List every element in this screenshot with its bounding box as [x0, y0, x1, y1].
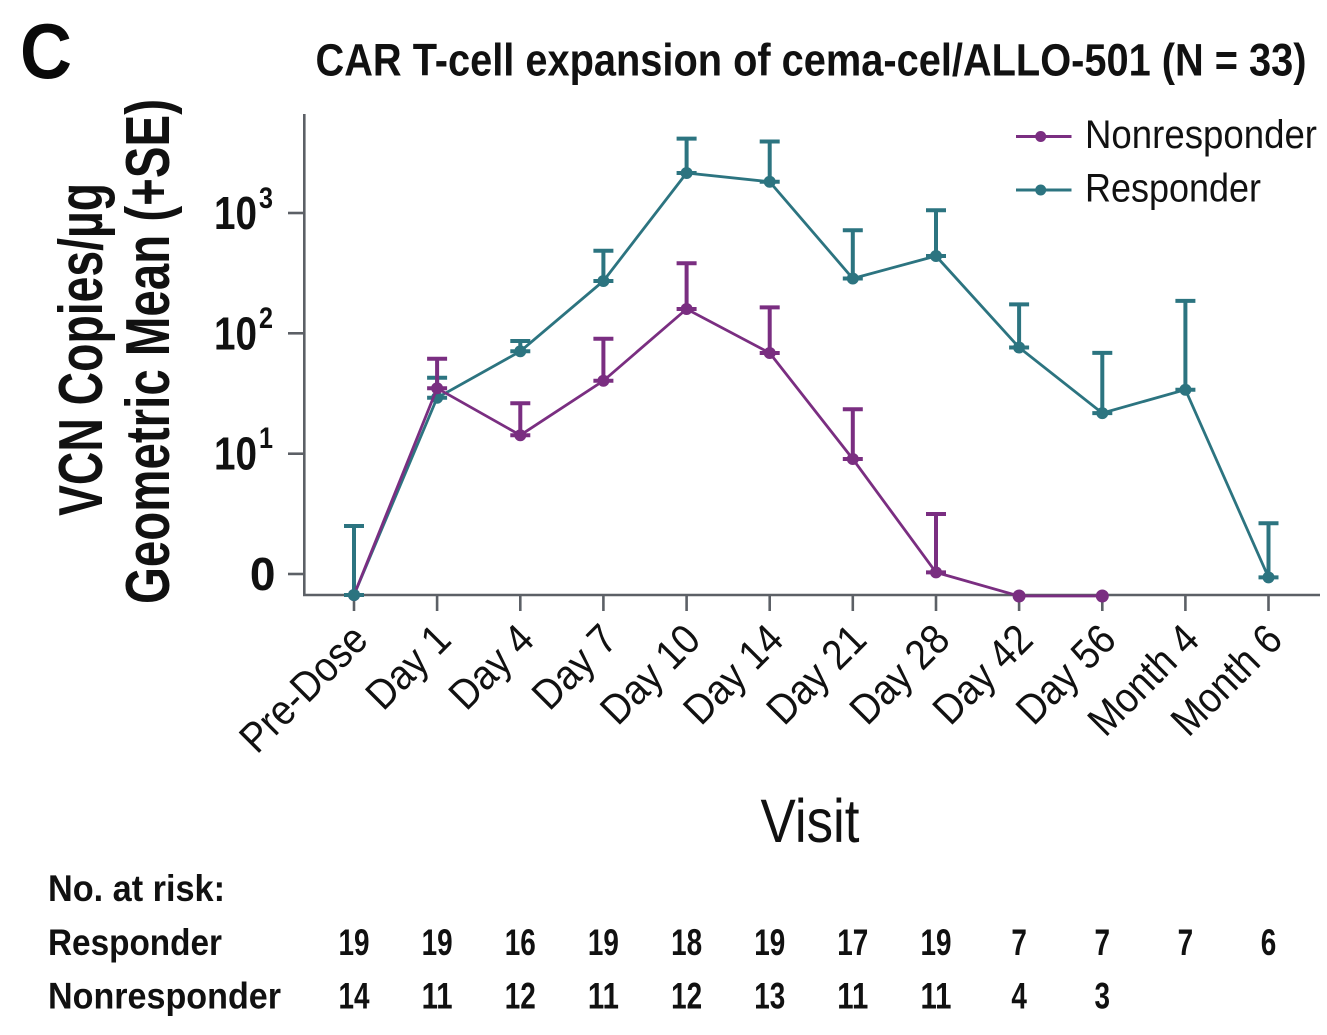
svg-text:Nonresponder: Nonresponder [48, 976, 281, 1017]
svg-text:7: 7 [1011, 922, 1027, 963]
svg-text:Visit: Visit [761, 787, 860, 855]
svg-text:1: 1 [259, 422, 273, 455]
svg-text:Responder: Responder [48, 922, 222, 963]
svg-text:VCN Copies/µg: VCN Copies/µg [47, 183, 116, 516]
svg-text:0: 0 [250, 548, 276, 600]
svg-text:CAR T-cell expansion of cema-c: CAR T-cell expansion of cema-cel/ALLO-50… [316, 35, 1307, 86]
svg-text:19: 19 [422, 922, 453, 963]
svg-text:19: 19 [339, 922, 370, 963]
svg-text:11: 11 [588, 976, 619, 1017]
svg-text:7: 7 [1178, 922, 1194, 963]
svg-text:3: 3 [1095, 976, 1111, 1017]
svg-text:17: 17 [837, 922, 868, 963]
svg-text:18: 18 [671, 922, 702, 963]
svg-text:12: 12 [505, 976, 536, 1017]
svg-text:19: 19 [588, 922, 619, 963]
svg-text:10: 10 [214, 307, 257, 359]
svg-text:14: 14 [339, 976, 370, 1017]
svg-text:Geometric Mean (+SE): Geometric Mean (+SE) [114, 99, 183, 604]
svg-text:19: 19 [921, 922, 952, 963]
svg-text:6: 6 [1261, 922, 1277, 963]
svg-text:C: C [20, 7, 72, 95]
svg-text:Responder: Responder [1085, 167, 1261, 211]
svg-text:10: 10 [214, 187, 257, 239]
svg-text:19: 19 [754, 922, 785, 963]
svg-text:10: 10 [214, 428, 257, 480]
svg-text:16: 16 [505, 922, 536, 963]
svg-text:12: 12 [671, 976, 702, 1017]
svg-text:11: 11 [837, 976, 868, 1017]
svg-text:11: 11 [422, 976, 453, 1017]
svg-text:13: 13 [754, 976, 785, 1017]
svg-text:Nonresponder: Nonresponder [1085, 113, 1317, 157]
svg-text:2: 2 [259, 302, 273, 335]
svg-text:11: 11 [921, 976, 952, 1017]
svg-text:7: 7 [1095, 922, 1111, 963]
svg-text:No. at risk:: No. at risk: [48, 868, 225, 909]
svg-text:4: 4 [1011, 976, 1027, 1017]
svg-text:3: 3 [259, 182, 273, 215]
